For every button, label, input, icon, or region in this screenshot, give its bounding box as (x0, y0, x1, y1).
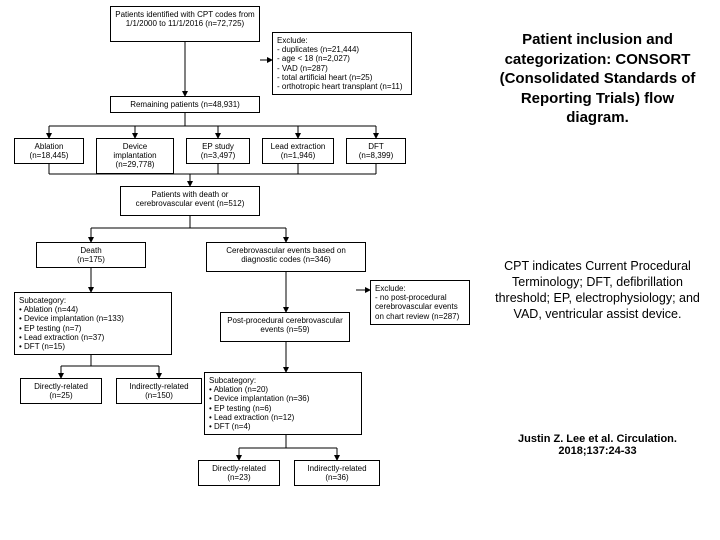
box-dr2: Directly-related(n=23) (198, 460, 280, 486)
box-identified: Patients identified with CPT codes from … (110, 6, 260, 42)
box-sub1: Subcategory:Ablation (n=44)Device implan… (14, 292, 172, 355)
box-exclude2: Exclude:no post-procedural cerebrovascul… (370, 280, 470, 325)
box-ep: EP study(n=3,497) (186, 138, 250, 164)
box-device: Device implantation(n=29,778) (96, 138, 174, 174)
box-remaining: Remaining patients (n=48,931) (110, 96, 260, 113)
box-dr1: Directly-related(n=25) (20, 378, 102, 404)
sidebar: Patient inclusion and categorization: CO… (490, 30, 705, 457)
box-postcv: Post-procedural cerebrovascular events (… (220, 312, 350, 342)
abbreviation-caption: CPT indicates Current Procedural Termino… (490, 258, 705, 323)
box-ir2: Indirectly-related(n=36) (294, 460, 380, 486)
box-dft: DFT(n=8,399) (346, 138, 406, 164)
box-ablation: Ablation(n=18,445) (14, 138, 84, 164)
box-ir1: Indirectly-related(n=150) (116, 378, 202, 404)
box-death: Death(n=175) (36, 242, 146, 268)
box-lead: Lead extraction(n=1,946) (262, 138, 334, 164)
box-exclude1: Exclude:duplicates (n=21,444)age < 18 (n… (272, 32, 412, 95)
diagram-title: Patient inclusion and categorization: CO… (490, 30, 705, 128)
box-deathcv: Patients with death or cerebrovascular e… (120, 186, 260, 216)
box-cv: Cerebrovascular events based on diagnost… (206, 242, 366, 272)
citation: Justin Z. Lee et al. Circulation. 2018;1… (490, 433, 705, 457)
box-sub2: Subcategory:Ablation (n=20)Device implan… (204, 372, 362, 435)
flow-diagram: Patients identified with CPT codes from … (0, 0, 480, 540)
